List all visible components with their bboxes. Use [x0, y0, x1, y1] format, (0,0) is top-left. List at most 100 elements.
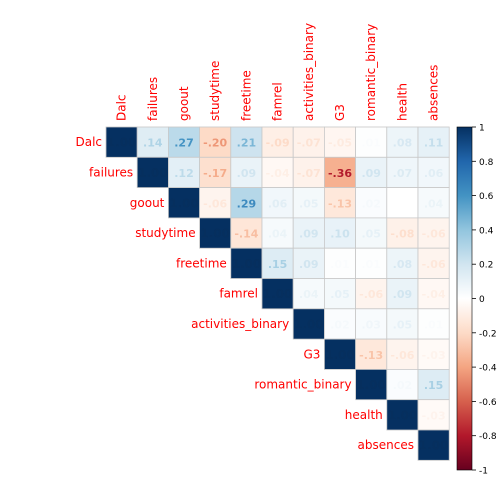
cell-value-failures-health: .07: [393, 167, 413, 180]
cell-Dalc-G3: [323, 126, 356, 158]
cell-failures-G3: [323, 156, 356, 189]
cell-value-goout-goout: 1.00: [169, 196, 199, 210]
cell-Dalc-failures: [136, 126, 169, 158]
cell-value-absences-absences: 1.00: [419, 439, 449, 453]
cell-value-goout-health: .00: [393, 197, 413, 210]
cell-value-failures-studytime: -.17: [203, 167, 227, 180]
colorbar-gradient: [456, 126, 473, 471]
cell-goout-G3: [323, 187, 356, 219]
cell-value-freetime-G3: .01: [330, 258, 350, 271]
cell-value-failures-failures: 1.00: [138, 166, 168, 180]
column-label-studytime: studytime: [208, 61, 222, 121]
cell-failures-absences: [417, 156, 450, 189]
cell-value-Dalc-freetime: .21: [237, 137, 257, 150]
cell-failures-activities_binary: [292, 156, 325, 189]
cell-value-G3-health: -.06: [390, 349, 414, 362]
colorbar-tick-label: -0.8: [479, 432, 497, 442]
cell-value-goout-freetime: .29: [237, 197, 257, 210]
cell-value-goout-famrel: .06: [268, 197, 288, 210]
cell-value-activities_binary-absences: .01: [424, 318, 444, 331]
column-label-famrel: famrel: [271, 82, 285, 121]
cell-activities_binary-romantic_binary: [355, 308, 388, 340]
cell-G3-G3: [323, 338, 356, 370]
cell-goout-absences: [417, 187, 450, 219]
row-label-activities_binary: activities_binary: [191, 317, 289, 331]
cell-goout-studytime: [199, 187, 232, 219]
cell-famrel-romantic_binary: [355, 278, 388, 310]
cell-value-goout-studytime: -.06: [203, 197, 227, 210]
cell-Dalc-famrel: [261, 126, 294, 158]
cell-goout-goout: [167, 187, 200, 219]
cell-value-failures-activities_binary: -.07: [297, 167, 321, 180]
cell-famrel-absences: [417, 278, 450, 310]
cell-value-freetime-romantic_binary: .01: [361, 258, 381, 271]
column-label-activities_binary: activities_binary: [302, 23, 316, 121]
colorbar-tick-label: 0.4: [479, 226, 494, 236]
column-label-failures: failures: [146, 77, 160, 121]
cell-absences-absences: [417, 429, 450, 461]
row-label-famrel: famrel: [219, 287, 258, 301]
cell-studytime-health: [386, 217, 419, 249]
cell-freetime-absences: [417, 247, 450, 279]
row-label-freetime: freetime: [176, 256, 227, 270]
cell-studytime-romantic_binary: [355, 217, 388, 249]
cell-failures-famrel: [261, 156, 294, 189]
column-label-Dalc: Dalc: [115, 94, 129, 121]
cell-value-romantic_binary-absences: .15: [424, 379, 444, 392]
cell-Dalc-absences: [417, 126, 450, 158]
cell-value-Dalc-health: .08: [393, 137, 413, 150]
cell-value-Dalc-activities_binary: -.07: [297, 137, 321, 150]
cell-value-health-health: 1.00: [388, 408, 418, 422]
cell-value-Dalc-famrel: -.09: [266, 137, 290, 150]
colorbar-tick-label: -0.4: [479, 364, 497, 374]
cell-value-Dalc-failures: .14: [143, 137, 163, 150]
cell-value-goout-romantic_binary: .02: [361, 197, 381, 210]
colorbar-tick-label: 1: [479, 124, 485, 134]
colorbar-tick-label: -1: [479, 467, 488, 477]
cell-value-freetime-health: .08: [393, 258, 413, 271]
cell-health-absences: [417, 399, 450, 431]
cell-failures-health: [386, 156, 419, 189]
cell-value-studytime-freetime: -.14: [234, 228, 258, 241]
cell-value-G3-absences: -.03: [422, 349, 446, 362]
colorbar-tick-label: 0.8: [479, 158, 494, 168]
cell-activities_binary-health: [386, 308, 419, 340]
cell-value-studytime-G3: .10: [330, 228, 350, 241]
cell-value-famrel-absences: -.04: [422, 288, 446, 301]
cell-romantic_binary-romantic_binary: [355, 368, 388, 401]
cell-value-failures-goout: .12: [174, 167, 194, 180]
cell-value-failures-famrel: -.04: [266, 167, 290, 180]
cell-value-goout-absences: .04: [424, 197, 444, 210]
column-label-goout: goout: [177, 86, 191, 121]
cell-value-Dalc-Dalc: 1.00: [107, 136, 137, 150]
cell-value-failures-freetime: .09: [237, 167, 257, 180]
cell-activities_binary-G3: [323, 308, 356, 340]
colorbar-tick-label: 0.6: [479, 192, 494, 202]
cell-value-famrel-famrel: 1.00: [263, 287, 293, 301]
cell-health-health: [386, 399, 419, 431]
cell-value-goout-G3: -.13: [328, 197, 352, 210]
cell-value-studytime-health: -.08: [390, 228, 414, 241]
cell-failures-studytime: [199, 156, 232, 189]
cell-famrel-G3: [323, 278, 356, 310]
cell-value-romantic_binary-romantic_binary: 1.00: [356, 378, 386, 392]
cell-famrel-famrel: [261, 278, 294, 310]
cell-value-goout-activities_binary: .05: [299, 197, 319, 210]
colorbar-tick-label: -0.6: [479, 398, 497, 408]
row-label-Dalc: Dalc: [75, 135, 102, 149]
cell-famrel-activities_binary: [292, 278, 325, 310]
row-label-goout: goout: [130, 196, 165, 210]
cell-value-activities_binary-romantic_binary: .03: [361, 318, 381, 331]
cell-value-failures-absences: .06: [424, 167, 444, 180]
cell-Dalc-health: [386, 126, 419, 158]
cell-G3-health: [386, 338, 419, 370]
cell-value-activities_binary-G3: .02: [330, 318, 350, 331]
cell-goout-romantic_binary: [355, 187, 388, 219]
cell-value-G3-romantic_binary: -.13: [359, 349, 383, 362]
cell-studytime-studytime: [199, 217, 232, 249]
cell-failures-romantic_binary: [355, 156, 388, 189]
cell-value-Dalc-goout: .27: [174, 137, 194, 150]
cell-value-famrel-health: .09: [393, 288, 413, 301]
row-label-studytime: studytime: [135, 226, 195, 240]
